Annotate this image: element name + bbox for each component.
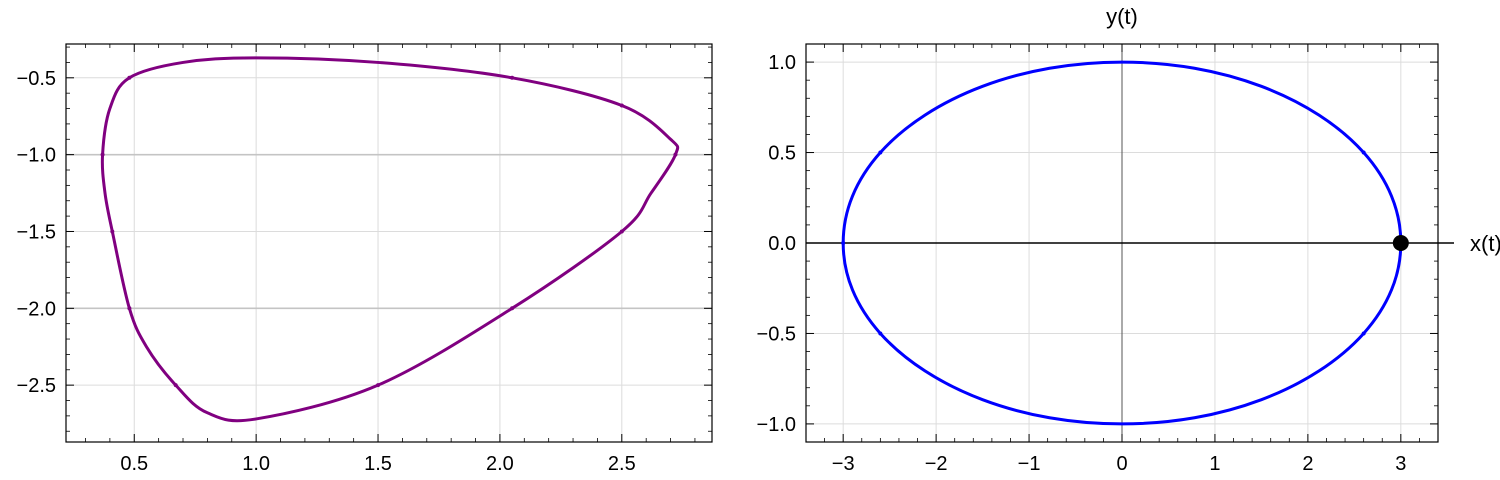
left-marker-3	[619, 103, 624, 108]
right-ytick-label-1: 0.5	[768, 143, 796, 165]
left-marker-4	[673, 152, 678, 157]
left-xtick-label-2: 1.5	[364, 453, 392, 475]
left-marker-9	[127, 306, 132, 311]
right-yaxis-title: y(t)	[1106, 4, 1138, 29]
left-marker-6	[510, 306, 515, 311]
right-ytick-label-0: 1.0	[768, 52, 796, 74]
left-xtick-label-0: 0.5	[120, 453, 148, 475]
right-marker-0	[1361, 150, 1366, 155]
left-marker-10	[110, 229, 115, 234]
left-marker-5	[619, 229, 624, 234]
right-xtick-label-2: −1	[1018, 453, 1041, 475]
right-ytick-label-4: −1.0	[757, 414, 796, 436]
right-xtick-label-3: 0	[1116, 453, 1127, 475]
left-xtick-label-4: 2.5	[608, 453, 636, 475]
right-ytick-label-3: −0.5	[757, 323, 796, 345]
left-marker-1	[127, 75, 132, 80]
left-marker-2	[510, 75, 515, 80]
right-ytick-label-2: 0.0	[768, 233, 796, 255]
left-ytick-label-1: −1.0	[17, 145, 56, 167]
right-marker-4	[1361, 331, 1366, 336]
right-xtick-label-5: 2	[1302, 453, 1313, 475]
right-xtick-label-1: −2	[925, 453, 948, 475]
left-xtick-label-1: 1.0	[242, 453, 270, 475]
left-ytick-label-3: −2.0	[17, 298, 56, 320]
left-frame	[65, 43, 713, 443]
left-marker-0	[100, 152, 105, 157]
left-ytick-label-0: −0.5	[17, 68, 56, 90]
left-series-0	[100, 56, 680, 423]
right-marker-1	[878, 150, 883, 155]
left-ytick-label-2: −1.5	[17, 221, 56, 243]
left-parametric-plot: 0.5 1.0 1.5 2.0 2.5 −0.5 −1.0 −1.5 −2.0 −2.5	[17, 43, 713, 475]
right-xtick-label-6: 3	[1395, 453, 1406, 475]
right-highlight-point	[1392, 235, 1409, 251]
left-marker-7	[376, 383, 381, 388]
right-xaxis-title: x(t)	[1470, 231, 1500, 256]
left-xtick-label-3: 2.0	[486, 453, 514, 475]
right-ellipse-plot: −3 −2 −1 0 1 2 3 1.0 0.5 0.0 −0.5 −1.0 x(t) y(t)	[757, 4, 1500, 475]
right-xtick-label-4: 1	[1209, 453, 1220, 475]
right-marker-3	[878, 331, 883, 336]
right-xtick-label-0: −3	[832, 453, 855, 475]
right-marker-2	[841, 241, 846, 245]
left-marker-8	[173, 383, 178, 388]
left-ytick-label-4: −2.5	[17, 375, 56, 397]
